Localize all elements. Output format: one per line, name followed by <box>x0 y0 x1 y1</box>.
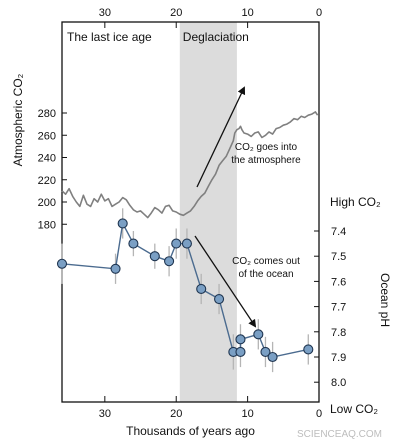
ph-point <box>214 293 225 305</box>
shaded-region-label: Deglaciation <box>183 30 249 44</box>
tick-labels: 30 30 20 20 10 10 0 0 280 260 240 220 200 180 7.4 7.5 7.… <box>38 7 347 420</box>
x-tick-label: 30 <box>99 408 111 420</box>
series-layer <box>56 111 319 373</box>
annotation-co2-into-atmosphere-line2: the atmosphere <box>231 155 301 166</box>
arrow-co2-out-of-ocean <box>194 235 257 328</box>
ph-point <box>164 256 175 267</box>
period-label: The last ice age <box>67 30 152 44</box>
y-left-tick-label: 200 <box>38 197 56 209</box>
y-right-tick-label: 7.8 <box>331 327 346 339</box>
ph-point <box>181 238 192 249</box>
y-right-tick-label: 8.0 <box>331 377 346 389</box>
watermark: SCIENCEAQ.COM <box>297 429 382 440</box>
annotations: CO₂ goes into the atmosphere CO₂ comes out… <box>194 86 301 328</box>
x-top-tick-label: 10 <box>241 7 253 19</box>
ph-point <box>235 334 246 345</box>
x-top-tick-label: 20 <box>170 7 182 19</box>
ph-point <box>303 344 314 355</box>
annotation-co2-out-of-ocean-line1: CO₂ comes out <box>232 256 300 267</box>
y-right-tick-label: 7.7 <box>331 302 346 314</box>
y-left-tick-label: 260 <box>38 130 56 142</box>
arrow-co2-into-atmosphere <box>196 86 246 188</box>
axes <box>61 21 320 403</box>
y-left-axis-label: Atmospheric CO₂ <box>11 73 25 166</box>
y-right-tick-label: 7.6 <box>331 276 346 288</box>
x-tick-label: 10 <box>241 408 253 420</box>
ph-point <box>128 238 139 249</box>
y-left-tick-label: 220 <box>38 175 56 187</box>
ph-point <box>260 346 271 358</box>
annotation-co2-out-of-ocean-line2: of the ocean <box>238 269 293 280</box>
ph-point <box>253 329 264 340</box>
ph-point <box>196 283 207 295</box>
y-right-tick-label: 7.4 <box>331 226 346 238</box>
y-right-axis-label: Ocean pH <box>378 273 392 327</box>
y-right-tick-label: 7.5 <box>331 251 346 263</box>
x-top-tick-label: 0 <box>316 7 322 19</box>
ph-point <box>110 263 121 274</box>
ph-point <box>235 346 246 358</box>
low-co2-label: Low CO₂ <box>330 402 378 416</box>
ph-point <box>117 218 128 229</box>
y-left-tick-label: 240 <box>38 153 56 165</box>
ph-point <box>149 251 160 262</box>
y-left-tick-label: 180 <box>38 219 56 231</box>
ph-point <box>171 238 182 249</box>
plot-frame <box>61 21 320 403</box>
high-co2-label: High CO₂ <box>330 195 381 209</box>
annotation-co2-into-atmosphere-line1: CO₂ goes into <box>235 142 298 153</box>
x-top-tick-label: 30 <box>99 7 111 19</box>
x-tick-label: 0 <box>316 408 322 420</box>
y-left-tick-label: 280 <box>38 108 56 120</box>
co2-series-line <box>61 111 319 219</box>
ph-point <box>267 351 278 363</box>
y-right-tick-label: 7.9 <box>331 352 346 364</box>
x-axis-label: Thousands of years ago <box>126 424 255 438</box>
x-tick-label: 20 <box>170 408 182 420</box>
ph-point <box>56 258 68 269</box>
